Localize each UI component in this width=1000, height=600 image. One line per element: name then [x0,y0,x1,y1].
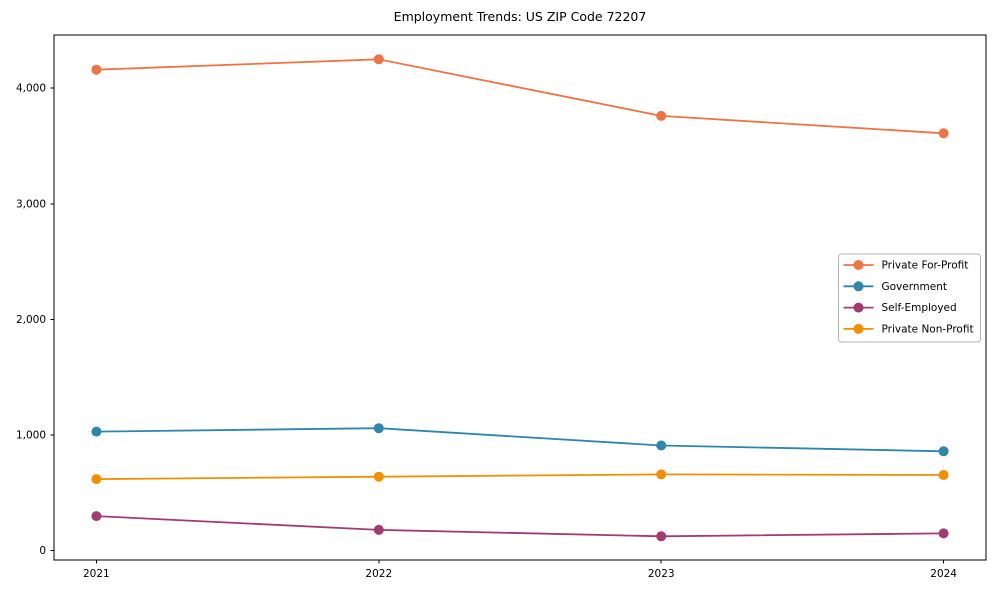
legend-marker [853,281,864,292]
data-point-self-employed [91,511,102,522]
data-point-self-employed [938,528,949,539]
legend-label: Government [882,281,947,293]
x-axis-tick-label: 2023 [648,568,675,580]
data-point-government [91,426,102,437]
series-line-government [95,427,945,453]
legend-label: Private For-Profit [882,260,969,272]
data-point-private-non-profit [938,470,949,480]
data-point-private-non-profit [373,471,384,482]
data-point-private-non-profit [91,474,102,485]
data-point-government [373,423,384,434]
data-point-government [656,440,667,451]
legend-label: Self-Employed [882,302,957,314]
data-point-private-for-profit [91,64,102,75]
legend-box [838,253,981,343]
legend-item-private-for-profit: Private For-Profit [843,260,969,272]
y-axis-tick-label: 3,000 [16,198,46,210]
legend-item-government: Government [843,281,947,293]
legend: Private For-Profit Government Self-Employe… [838,253,981,343]
series-line-private-for-profit [95,58,945,135]
x-axis-tick-label: 2021 [83,568,110,580]
legend-marker [853,260,864,270]
data-point-private-non-profit [656,469,667,480]
x-axis-tick-label: 2024 [930,568,957,580]
data-point-government [938,446,949,457]
y-axis-tick-label: 0 [39,545,46,557]
series-line-private-non-profit [95,473,945,481]
legend-marker [853,323,864,334]
chart-title: Employment Trends: US ZIP Code 72207 [393,9,647,24]
y-axis-tick-label: 1,000 [16,430,46,442]
y-axis-tick-label: 2,000 [16,314,46,326]
axes-frame [53,34,987,561]
legend-item-self-employed: Self-Employed [843,302,957,314]
series-line-self-employed [95,515,945,538]
legend-item-private-non-profit: Private Non-Profit [843,323,974,335]
x-axis-tick-label: 2022 [365,568,392,580]
data-point-private-for-profit [373,54,384,65]
data-point-self-employed [373,524,384,535]
data-point-private-for-profit [656,110,667,121]
legend-marker [853,302,864,313]
data-point-self-employed [656,531,667,542]
y-axis-tick-label: 4,000 [16,83,46,95]
data-point-private-for-profit [938,128,949,139]
legend-label: Private Non-Profit [882,323,974,335]
